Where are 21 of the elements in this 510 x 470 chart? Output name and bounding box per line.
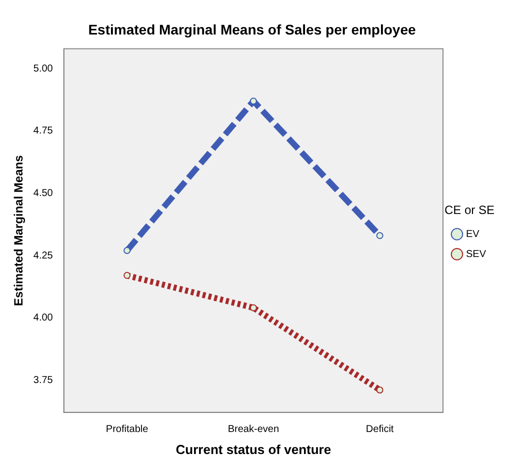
- x-tick-label: Profitable: [106, 424, 149, 436]
- point: [250, 304, 257, 312]
- y-tick-label: 4.50: [33, 188, 54, 199]
- legend-title: CE or SE: [444, 203, 495, 218]
- chart-title: Estimated Marginal Means of Sales per employee: [88, 21, 416, 38]
- y-tick-label: 4.25: [33, 250, 54, 262]
- point: [124, 247, 131, 254]
- point: [376, 232, 384, 240]
- x-tick-label: Break-even: [228, 424, 279, 436]
- y-axis-title: Estimated Marginal Means: [12, 154, 26, 306]
- legend-label: EV: [466, 228, 480, 240]
- legend-label: SEV: [466, 248, 486, 260]
- point: [376, 386, 384, 394]
- x-axis-title: Current status of venture: [176, 442, 332, 457]
- y-tick-label: 4.75: [33, 126, 54, 137]
- y-tick-label: 3.75: [33, 374, 54, 386]
- y-tick-label: 5.00: [33, 63, 54, 74]
- point: [250, 98, 257, 105]
- x-tick-label: Deficit: [366, 424, 394, 436]
- y-tick-label: 4.00: [33, 312, 54, 324]
- point: [124, 272, 131, 279]
